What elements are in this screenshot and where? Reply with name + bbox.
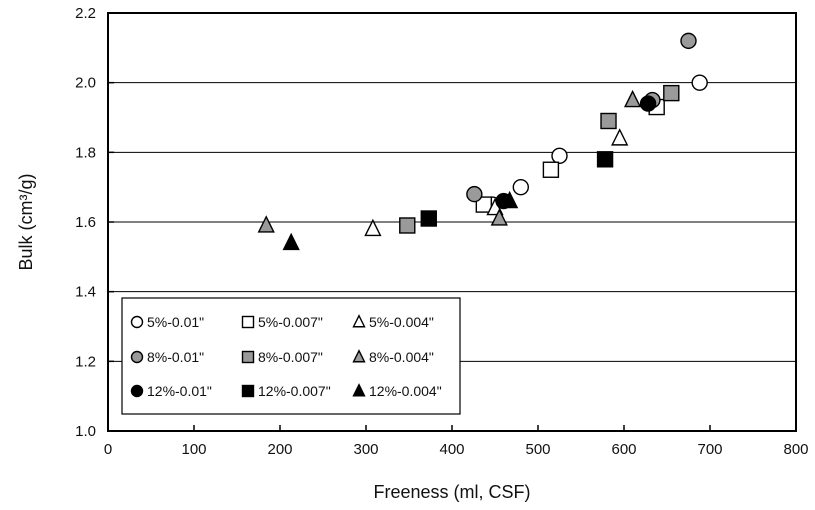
data-point-square (600, 112, 617, 130)
data-point-circle (551, 147, 568, 165)
series-8 (420, 151, 614, 227)
legend-marker-square (241, 350, 255, 364)
data-point-circle (680, 32, 697, 50)
y-axis-label: Bulk (cm³/g) (16, 173, 36, 270)
legend-marker-circle (130, 315, 144, 329)
data-point-square (399, 217, 416, 234)
y-tick-label: 2.2 (75, 5, 96, 22)
y-tick-label: 1.2 (75, 353, 96, 370)
data-point-triangle (364, 218, 382, 237)
legend-marker-square (241, 384, 255, 398)
data-point-triangle (282, 232, 300, 251)
x-tick-label: 800 (783, 441, 808, 458)
legend-entry-label: 5%-0.01" (147, 314, 204, 330)
data-point-square (420, 210, 437, 227)
data-point-triangle (500, 190, 519, 209)
x-tick-label: 600 (611, 441, 636, 458)
legend-marker-circle (130, 384, 144, 398)
legend-entry-label: 5%-0.004" (369, 314, 434, 330)
legend-marker-triangle (352, 314, 366, 328)
series-6 (257, 89, 642, 233)
legend-entry-label: 12%-0.004" (369, 383, 442, 399)
legend-entry-label: 12%-0.007" (258, 383, 331, 399)
data-point-triangle (611, 128, 629, 146)
series-4 (466, 32, 697, 203)
legend-entry-label: 5%-0.007" (258, 314, 323, 330)
data-point-triangle (623, 89, 642, 108)
x-tick-label: 400 (439, 441, 464, 458)
x-axis-label: Freeness (ml, CSF) (373, 482, 530, 502)
legend-entry-label: 12%-0.01" (147, 383, 212, 399)
axis-ticks: 1.0 1.2 1.4 1.6 1.8 2.0 2.2 0 100 200 300 400 500 600… (75, 5, 808, 458)
data-point-circle (512, 178, 529, 196)
data-point-square (663, 84, 680, 102)
x-tick-label: 0 (104, 441, 112, 458)
legend-marker-circle (130, 350, 144, 364)
legend-entry-label: 8%-0.01" (147, 349, 204, 365)
legend-marker-triangle (352, 383, 366, 397)
legend-entry-label: 8%-0.007" (258, 349, 323, 365)
y-tick-label: 1.0 (75, 423, 96, 440)
data-point-square (475, 196, 493, 213)
x-tick-label: 300 (353, 441, 378, 458)
y-tick-label: 1.6 (75, 214, 96, 231)
y-tick-label: 1.8 (75, 144, 96, 161)
data-point-circle (691, 74, 708, 91)
legend-entry-label: 8%-0.004" (369, 349, 434, 365)
x-tick-label: 100 (181, 441, 206, 458)
data-point-triangle (257, 215, 275, 233)
grid-lines (108, 82, 796, 362)
y-tick-label: 1.4 (75, 284, 96, 301)
legend-marker-triangle (352, 349, 366, 363)
data-point-triangle (490, 208, 508, 226)
legend-box (121, 297, 461, 415)
series-9 (282, 190, 519, 251)
series-5 (399, 84, 680, 234)
legend: 5%-0.01" 5%-0.007" 5%-0.004" 8%-0.01" 8%-0.0… (121, 297, 461, 415)
x-tick-label: 200 (267, 441, 292, 458)
data-point-circle (639, 95, 657, 112)
data-point-circle (466, 185, 483, 203)
legend-marker-square (241, 315, 255, 329)
data-point-square (596, 151, 614, 168)
data-point-square (542, 161, 560, 178)
x-tick-label: 500 (525, 441, 550, 458)
y-tick-label: 2.0 (75, 75, 96, 92)
data-points (257, 32, 708, 251)
x-tick-label: 700 (697, 441, 722, 458)
